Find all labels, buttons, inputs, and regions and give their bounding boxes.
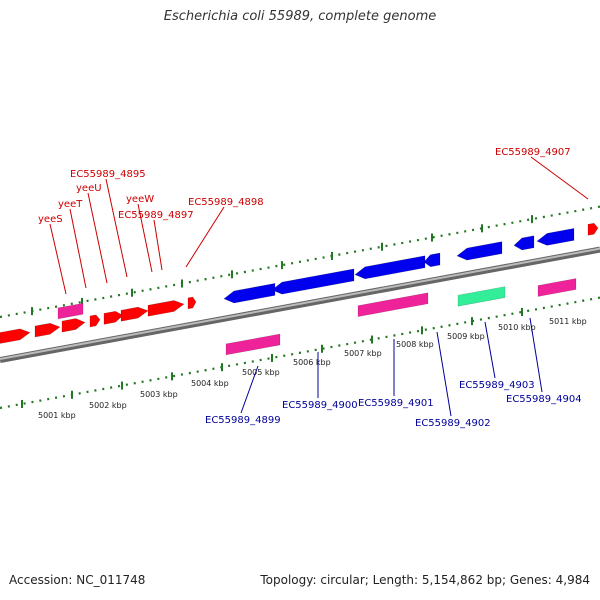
scale-labels: 5001 kbp 5002 kbp 5003 kbp 5004 kbp 5005 kbp… [38, 317, 587, 420]
feature-pink [357, 292, 429, 317]
leader-line [185, 206, 225, 268]
feature-pink [225, 333, 281, 356]
cds-reverse [354, 255, 426, 280]
gene-label: EC55989_4899 [205, 415, 281, 426]
scale-label: 5010 kbp [498, 323, 536, 332]
gene-label: yeeU [76, 183, 102, 194]
feature-green [457, 286, 506, 307]
scale-ticks [21, 215, 533, 408]
cds-reverse [536, 228, 575, 246]
cds-forward [89, 314, 101, 328]
leader-line [49, 223, 67, 295]
leader-line [87, 192, 108, 284]
feature-pink [57, 302, 84, 320]
cds-forward [61, 318, 86, 333]
genome-title: Escherichia coli 55989, complete genome [163, 9, 437, 24]
cds-reverse [513, 235, 535, 251]
gene-label: yeeT [58, 199, 83, 210]
cds-forward [103, 310, 124, 325]
leader-line [240, 365, 259, 414]
cds-forward [587, 222, 599, 236]
cds-reverse [223, 283, 276, 304]
reverse-guide-line [0, 296, 600, 410]
gene-label: EC55989_4907 [495, 147, 571, 158]
leader-line [153, 219, 163, 271]
leader-line [530, 156, 589, 200]
gene-label: yeeW [126, 194, 154, 205]
scale-label: 5004 kbp [191, 379, 229, 388]
gene-label: EC55989_4897 [118, 210, 194, 221]
leader-line [137, 203, 153, 273]
gene-label: EC55989_4901 [358, 398, 434, 409]
guide-lines [0, 205, 600, 410]
gene-label: EC55989_4904 [506, 394, 582, 405]
cds-reverse [456, 241, 503, 261]
forward-guide-line [0, 205, 600, 319]
scale-label: 5007 kbp [344, 349, 382, 358]
genome-backbone [0, 246, 600, 363]
scale-label: 5001 kbp [38, 411, 76, 420]
cds-reverse [271, 268, 355, 295]
scale-label: 5011 kbp [549, 317, 587, 326]
cds-forward [34, 322, 61, 338]
cds-forward [147, 300, 185, 317]
leader-line [529, 317, 543, 393]
cds-reverse [423, 252, 441, 268]
scale-label: 5008 kbp [396, 340, 434, 349]
backbone-highlight [0, 247, 600, 360]
gene-label: EC55989_4898 [188, 197, 264, 208]
feature-pink [537, 278, 577, 297]
leader-line [105, 178, 128, 278]
forward-labels: yeeS yeeT yeeU EC55989_4895 yeeW EC55989_4897… [38, 147, 589, 295]
leader-line [484, 321, 496, 379]
scale-label: 5006 kbp [293, 358, 331, 367]
gene-label: EC55989_4900 [282, 400, 358, 411]
cds-forward [0, 328, 31, 344]
leader-line [436, 331, 452, 417]
gene-label: yeeS [38, 214, 63, 225]
cds-forward [187, 296, 197, 310]
scale-label: 5003 kbp [140, 390, 178, 399]
scale-label: 5009 kbp [447, 332, 485, 341]
accession-text: Accession: NC_011748 [9, 573, 146, 587]
leader-line [69, 208, 87, 289]
genome-summary-text: Topology: circular; Length: 5,154,862 bp… [260, 573, 590, 587]
cds-forward [120, 306, 149, 322]
scale-label: 5005 kbp [242, 368, 280, 377]
gene-label: EC55989_4903 [459, 380, 535, 391]
scale-label: 5002 kbp [89, 401, 127, 410]
gene-label: EC55989_4895 [70, 169, 146, 180]
gene-label: EC55989_4902 [415, 418, 491, 429]
